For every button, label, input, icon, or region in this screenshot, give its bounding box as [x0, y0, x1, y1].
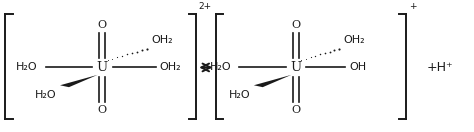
Text: 2+: 2+ — [199, 2, 212, 11]
Text: O: O — [292, 105, 301, 115]
Polygon shape — [60, 75, 98, 87]
Text: +: + — [409, 2, 417, 11]
Text: H₂O: H₂O — [228, 90, 250, 100]
Text: O: O — [98, 20, 107, 30]
Text: OH₂: OH₂ — [159, 62, 181, 72]
Text: H₂O: H₂O — [35, 90, 56, 100]
Text: H₂O: H₂O — [16, 62, 37, 72]
Polygon shape — [254, 75, 292, 87]
Text: OH₂: OH₂ — [343, 35, 365, 45]
Text: O: O — [292, 20, 301, 30]
Text: OH₂: OH₂ — [152, 35, 173, 45]
Text: OH: OH — [349, 62, 366, 72]
Text: H₂O: H₂O — [210, 62, 231, 72]
Text: U: U — [97, 61, 108, 74]
Text: U: U — [291, 61, 302, 74]
Text: O: O — [98, 105, 107, 115]
Text: +H⁺: +H⁺ — [427, 61, 454, 74]
